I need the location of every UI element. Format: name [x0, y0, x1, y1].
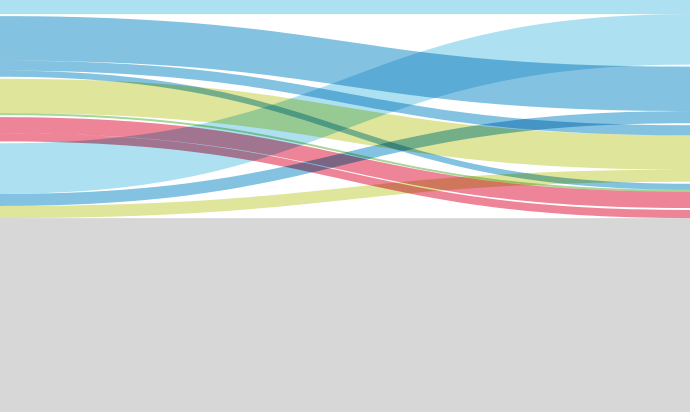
flow-l5-to-r2 — [0, 111, 690, 206]
flow-l5-to-r1 — [0, 14, 690, 194]
flow-l2-to-r2 — [0, 16, 690, 112]
flow-l1-to-r1 — [0, 0, 690, 15]
flow-l3-to-r4 — [0, 113, 690, 192]
flow-l4-to-r5 — [0, 133, 690, 219]
flow-l5-to-r5 — [0, 218, 690, 412]
flow-l5-to-r3 — [0, 169, 690, 219]
